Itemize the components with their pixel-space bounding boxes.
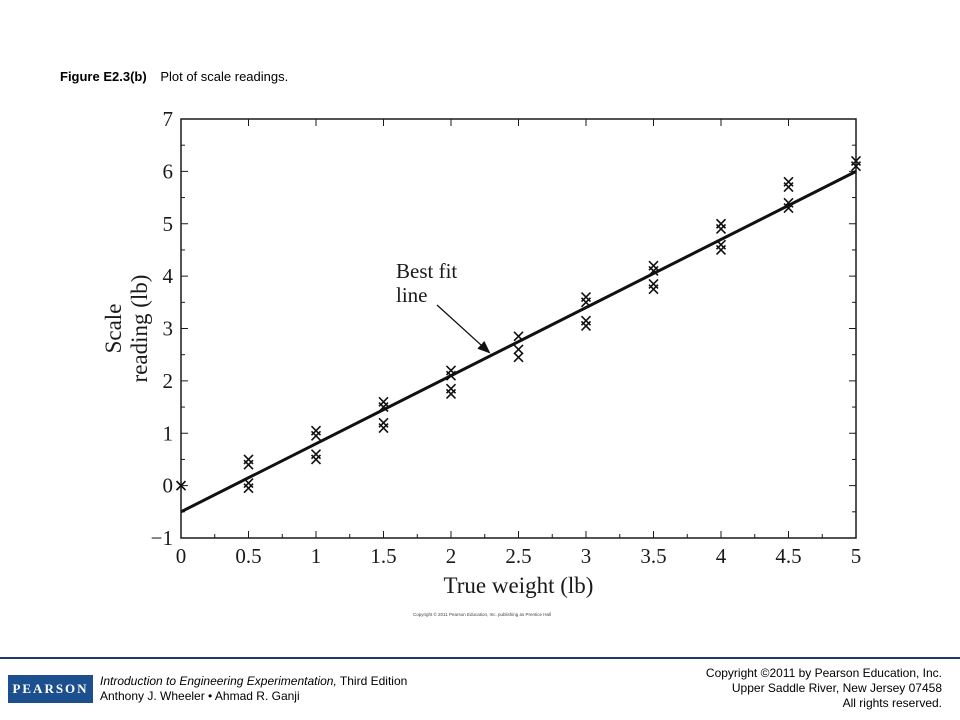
x-axis-label: True weight (lb)	[444, 573, 594, 598]
annotation-arrow	[436, 304, 491, 354]
annotation-text-line-1: Best fit	[396, 259, 457, 283]
figure-caption-text: Plot of scale readings.	[160, 69, 289, 84]
data-point	[243, 477, 254, 489]
copyright-line-3: All rights reserved.	[842, 696, 942, 710]
x-tick-label: 2	[446, 544, 457, 568]
data-point	[310, 449, 322, 460]
x-tick-label: 0	[176, 544, 187, 568]
x-tick-label: 2.5	[505, 544, 531, 568]
annotation-text-line-2: line	[396, 283, 428, 307]
data-point	[378, 396, 389, 407]
pearson-logo: PEARSON	[8, 675, 93, 703]
copyright-line-1: Copyright ©2011 by Pearson Education, In…	[705, 666, 942, 680]
book-info: Introduction to Engineering Experimentat…	[100, 674, 407, 704]
y-tick-label: 6	[163, 159, 174, 183]
figure-caption: Figure E2.3(b) Plot of scale readings.	[60, 69, 288, 84]
data-point	[445, 365, 457, 376]
y-axis-label-line-2: reading (lb)	[127, 275, 152, 383]
book-title: Introduction to Engineering Experimentat…	[100, 674, 337, 688]
y-tick-label: 5	[163, 212, 174, 236]
data-point	[783, 197, 794, 208]
best-fit-line	[180, 170, 857, 514]
data-point	[513, 352, 524, 363]
y-tick-label: 3	[163, 317, 174, 341]
data-point	[715, 239, 727, 250]
data-point	[243, 454, 254, 465]
y-tick-label: 4	[163, 264, 174, 288]
y-tick-label: 0	[163, 474, 174, 498]
x-tick-label: 4	[716, 544, 727, 568]
x-tick-label: 4.5	[775, 544, 801, 568]
data-point	[648, 260, 659, 271]
data-point	[850, 155, 862, 166]
book-title-line: Introduction to Engineering Experimentat…	[100, 674, 407, 689]
y-axis-label-line-1: Scale	[101, 304, 126, 354]
data-point	[175, 480, 187, 491]
data-point	[783, 176, 794, 187]
data-point	[648, 278, 659, 290]
y-tick-label: 2	[163, 369, 174, 393]
copyright-notice: Copyright ©2011 by Pearson Education, In…	[706, 666, 942, 711]
y-tick-label: 1	[163, 421, 174, 445]
data-point	[580, 315, 592, 326]
figure-label: Figure E2.3(b)	[60, 69, 147, 84]
x-tick-label: 1	[311, 544, 322, 568]
pearson-logo-text: PEARSON	[12, 681, 89, 696]
footer-divider	[0, 657, 960, 659]
x-tick-label: 1.5	[370, 544, 396, 568]
data-point	[445, 383, 457, 394]
plot-frame	[180, 118, 857, 539]
book-edition: Third Edition	[336, 674, 408, 688]
data-point	[513, 331, 524, 342]
data-point	[310, 425, 322, 436]
data-point	[513, 344, 524, 355]
y-tick-label: 7	[163, 107, 174, 131]
y-tick-label: −1	[151, 526, 173, 550]
book-authors: Anthony J. Wheeler • Ahmad R. Ganji	[100, 689, 300, 703]
x-tick-label: 3	[581, 544, 592, 568]
x-tick-label: 0.5	[235, 544, 261, 568]
copyright-line-2: Upper Saddle River, New Jersey 07458	[731, 681, 942, 695]
x-tick-label: 3.5	[640, 544, 666, 568]
data-point	[715, 218, 727, 229]
data-point	[580, 292, 592, 303]
chart-source-note: Copyright © 2011 Pearson Education, Inc.…	[413, 611, 551, 617]
x-tick-label: 5	[851, 544, 862, 568]
data-point	[378, 417, 389, 428]
